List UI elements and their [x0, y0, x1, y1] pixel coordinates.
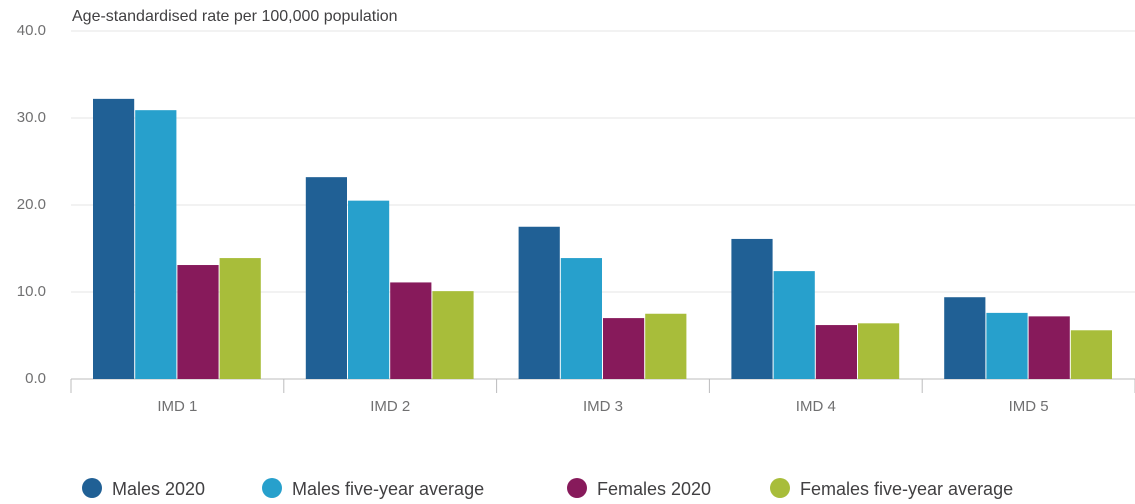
- bar: [305, 177, 347, 379]
- legend-label: Males five-year average: [292, 479, 484, 499]
- bar: [1070, 330, 1112, 379]
- bar: [432, 291, 474, 379]
- y-tick-label: 0.0: [25, 370, 46, 387]
- legend-label: Females 2020: [597, 479, 711, 499]
- bar: [815, 325, 857, 379]
- bar: [645, 313, 687, 379]
- legend-marker: [770, 478, 790, 498]
- legend-marker: [567, 478, 587, 498]
- bar: [1028, 316, 1070, 379]
- bar: [603, 318, 645, 379]
- bar: [560, 258, 602, 379]
- x-tick-label: IMD 4: [796, 398, 836, 415]
- bar: [219, 258, 261, 379]
- bar: [518, 226, 560, 379]
- bar: [93, 98, 135, 380]
- bar: [731, 238, 773, 379]
- bar: [390, 282, 432, 379]
- y-tick-label: 30.0: [17, 109, 46, 126]
- bar: [858, 323, 900, 379]
- x-tick-label: IMD 3: [583, 398, 623, 415]
- bar: [348, 200, 390, 379]
- bar: [986, 312, 1028, 379]
- y-tick-label: 40.0: [17, 22, 46, 39]
- legend-label: Males 2020: [112, 479, 205, 499]
- x-tick-label: IMD 2: [370, 398, 410, 415]
- y-axis-label: Age-standardised rate per 100,000 popula…: [72, 8, 398, 25]
- y-tick-label: 20.0: [17, 196, 46, 213]
- y-tick-label: 10.0: [17, 283, 46, 300]
- x-tick-label: IMD 5: [1009, 398, 1049, 415]
- legend-label: Females five-year average: [800, 479, 1013, 499]
- bar: [773, 271, 815, 379]
- x-tick-label: IMD 1: [157, 398, 197, 415]
- legend-marker: [82, 478, 102, 498]
- legend-marker: [262, 478, 282, 498]
- bar: [135, 110, 177, 380]
- bar: [177, 265, 219, 379]
- bar: [944, 297, 986, 379]
